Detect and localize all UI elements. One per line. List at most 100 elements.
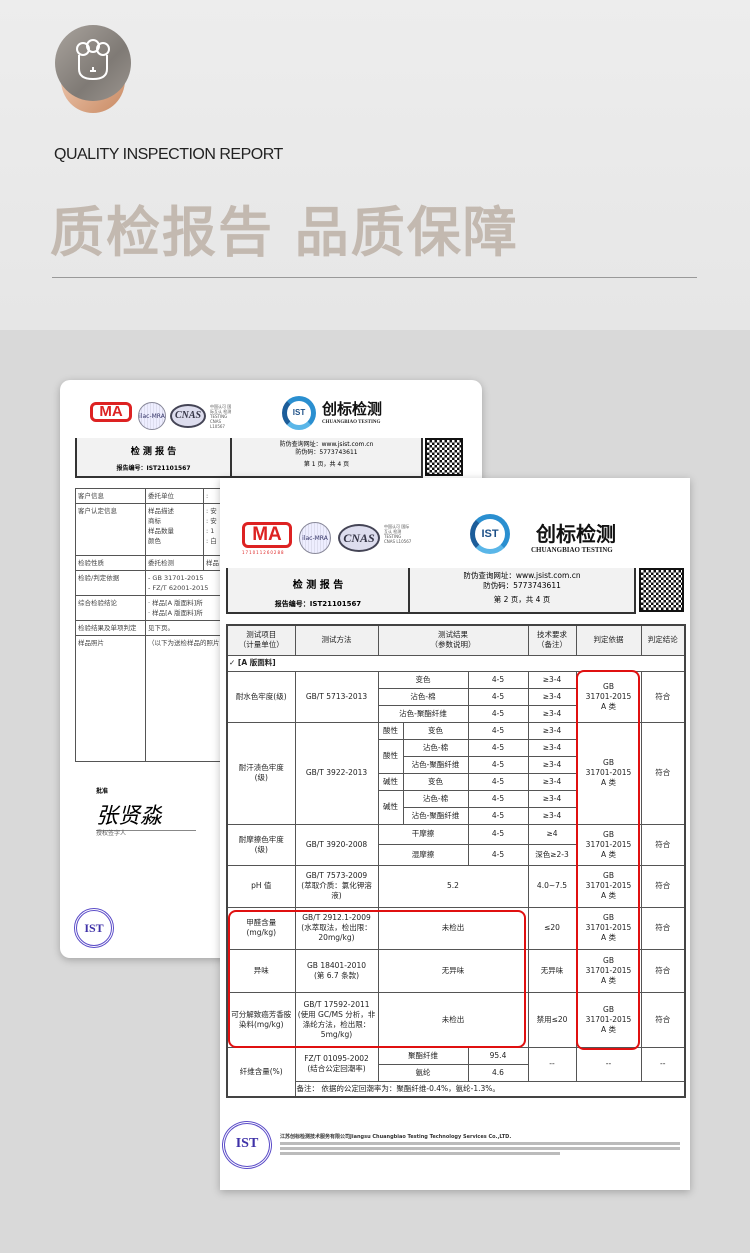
signer-label: 授权签字人: [96, 830, 127, 837]
cell: 4-5: [467, 721, 529, 740]
cell: 沾色-棉: [402, 789, 469, 808]
item-cell: 纤维含量(%): [226, 1046, 296, 1098]
cell: 综合检验结论: [75, 595, 146, 621]
cell: ≥3-4: [527, 704, 577, 723]
verify-code: 防伪码：5773743611: [295, 449, 358, 456]
highlight-safety-tests: [228, 910, 526, 1048]
method-cell: GB/T 3922-2013: [294, 721, 379, 825]
cell: 氨纶: [377, 1063, 469, 1082]
qr-code: [425, 438, 463, 476]
cell: 4.0~7.5: [527, 864, 577, 908]
header-cell: 判定依据: [575, 624, 642, 656]
english-title: QUALITY INSPECTION REPORT: [54, 146, 283, 163]
cell: ≥3-4: [527, 687, 577, 706]
conclusion-cell: 符合: [640, 864, 686, 908]
cnas-text: 中国认可 国际互认 检测 TESTING CNAS L10567: [384, 524, 412, 544]
item-cell: 耐摩擦色牢度 (级): [226, 823, 296, 866]
cell: 禁用≤20: [527, 991, 577, 1048]
basis-cell: GB 31701-2015 A 类: [575, 991, 642, 1048]
cell: --: [527, 1046, 577, 1082]
cell: 无异味: [377, 948, 529, 993]
cell: ≥3-4: [527, 721, 577, 740]
header-cell: 测试项目 （计量单位）: [226, 624, 296, 656]
cell: ≥3-4: [527, 738, 577, 757]
item-cell: 可分解致癌芳香胺染料(mg/kg): [226, 991, 296, 1048]
conclusion-cell: 符合: [640, 948, 686, 993]
cell: 检验/判定依据: [75, 570, 146, 596]
conclusion-cell: 符合: [640, 721, 686, 825]
cell: ≥3-4: [527, 755, 577, 774]
verify-url: 防伪查询网址：www.jsist.com.cn: [279, 441, 374, 448]
cell: ≥3-4: [527, 670, 577, 689]
cell: 95.4: [467, 1046, 529, 1065]
cell: 变色: [402, 721, 469, 740]
cell: 沾色-棉: [377, 687, 469, 706]
cell: 碱性: [377, 789, 404, 825]
cell: ≥3-4: [527, 789, 577, 808]
item-cell: 耐汗渍色牢度 (级): [226, 721, 296, 825]
method-cell: GB/T 3920-2008: [294, 823, 379, 866]
cell: 样品描述 商标 样品数量 颜色: [145, 503, 204, 556]
cell: 5.2: [377, 864, 529, 908]
method-cell: GB/T 2912.1-2009 (水萃取法，检出限：20mg/kg): [294, 906, 379, 950]
cell: 4-5: [467, 738, 529, 757]
cell: --: [640, 1046, 686, 1082]
conclusion-cell: 符合: [640, 670, 686, 723]
company-footer-name: 江苏创标检测技术服务有限公司Jiangsu Chuangbiao Testing…: [280, 1134, 512, 1140]
cell: 变色: [402, 772, 469, 791]
cell: 4-5: [467, 772, 529, 791]
cell: 委托检测: [145, 555, 204, 571]
header-banner: QUALITY INSPECTION REPORT 质检报告 品质保障: [0, 0, 750, 330]
cell: 4-5: [467, 704, 529, 723]
cell: 4-5: [467, 789, 529, 808]
report-header: 检 测 报 告 报告编号：IST21101567 防伪查询网址：www.jsis…: [75, 438, 423, 478]
company-en: CHUANGBIAO TESTING: [531, 546, 613, 554]
item-cell: 异味: [226, 948, 296, 993]
cell: 变色: [377, 670, 469, 689]
method-cell: GB 18401-2010 (第 6.7 条款): [294, 948, 379, 993]
cell: 聚酯纤维: [377, 1046, 469, 1065]
cell: 检验性质: [75, 555, 146, 571]
page-number: 第 2 页，共 4 页: [493, 595, 551, 604]
ilac-logo: ilac-MRA: [299, 522, 331, 554]
method-cell: FZ/T 01095-2002 (结合公定回潮率): [294, 1046, 379, 1082]
cell: 沾色-聚酯纤维: [402, 755, 469, 774]
company-name: 创标检测: [536, 522, 616, 546]
ilac-logo: ilac-MRA: [138, 402, 166, 430]
method-cell: GB/T 5713-2013: [294, 670, 379, 723]
cell: --: [575, 1046, 642, 1082]
cell: 酸性: [377, 738, 404, 774]
ist-logo: IST: [470, 514, 510, 554]
cell: 干摩擦: [377, 823, 469, 845]
report-number: 报告编号：IST21101567: [274, 600, 362, 608]
cnas-logo: CNAS: [338, 524, 380, 552]
basis-cell: GB 31701-2015 A 类: [575, 906, 642, 950]
cma-logo: MA: [90, 402, 132, 422]
report-header: 检 测 报 告 报告编号：IST21101567 防伪查询网址：www.jsis…: [226, 568, 636, 614]
verify-url: 防伪查询网址：www.jsist.com.cn: [463, 571, 581, 580]
report-number: 报告编号：IST21101567: [116, 465, 191, 472]
cell: ≥3-4: [527, 772, 577, 791]
cell: 沾色-聚酯纤维: [402, 806, 469, 825]
cell: 4-5: [467, 806, 529, 825]
method-cell: GB/T 7573-2009 (萃取介质：氯化钾溶液): [294, 864, 379, 908]
signature: 张贤淼: [96, 798, 196, 831]
header-cell: 测试方法: [294, 624, 379, 656]
method-cell: GB/T 17592-2011 (使用 GC/MS 分析，非涤纶方法，检出限：5…: [294, 991, 379, 1048]
cell: 未检出: [377, 906, 529, 950]
cell: 沾色-聚酯纤维: [377, 704, 469, 723]
ist-stamp: IST: [222, 1121, 272, 1169]
note-row: 备注： 依据的公定回潮率为：聚酯纤维-0.4%，氨纶-1.3%。: [294, 1080, 686, 1098]
cell: 碱性: [377, 772, 404, 791]
header-cell: 技术要求 （备注）: [527, 624, 577, 656]
page-title: 质检报告 品质保障: [50, 201, 519, 264]
company-en: CHUANGBIAO TESTING: [322, 420, 381, 425]
divider: [52, 277, 697, 278]
cell: 4-5: [467, 843, 529, 866]
cell: 4-5: [467, 823, 529, 845]
cell: 无异味: [527, 948, 577, 993]
cma-number: 171011260288: [242, 550, 285, 555]
conclusion-cell: 符合: [640, 906, 686, 950]
approve-label: 批准: [96, 788, 109, 795]
cell: 未检出: [377, 991, 529, 1048]
